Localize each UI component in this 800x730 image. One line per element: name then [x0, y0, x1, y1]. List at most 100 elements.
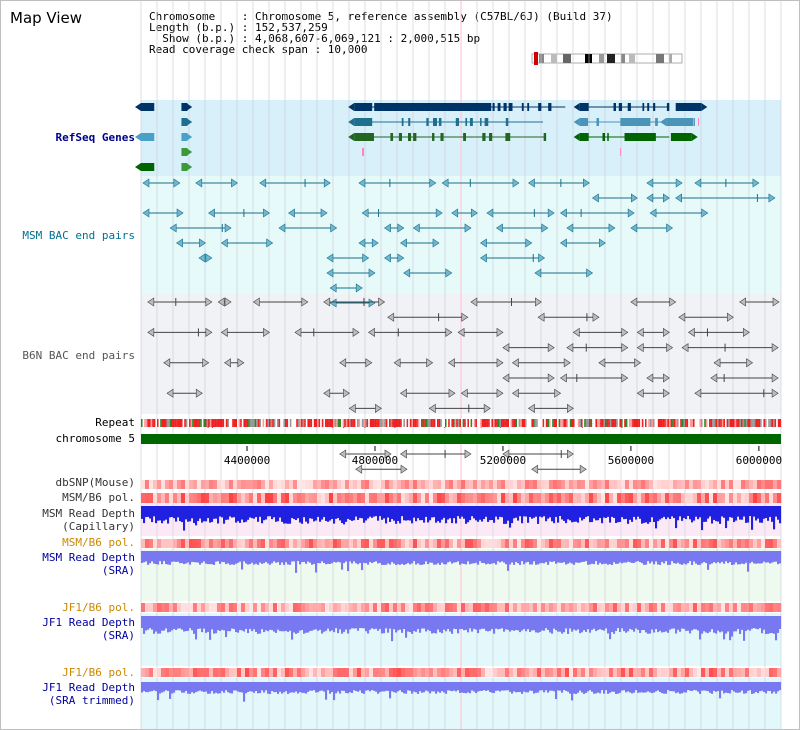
msm-depth-cap-bar	[765, 506, 768, 518]
msm-depth-cap-bar	[277, 506, 280, 522]
msm-b6-pol2-cell	[213, 539, 218, 548]
jf1-depth-sra-bar	[371, 616, 374, 629]
msm-bac-end	[663, 193, 670, 203]
jf1-depth-sra-bar	[767, 616, 770, 634]
jf1-depth-sra-bar	[505, 616, 508, 630]
track-label-msm-bac[interactable]: MSM BAC end pairs	[22, 229, 135, 242]
repeat-segment	[491, 419, 494, 427]
msm-depth-sra-bar	[657, 551, 660, 565]
repeat-segment	[577, 419, 580, 427]
msm-b6-pol-cell	[521, 493, 526, 503]
msm-depth-sra-bar	[581, 551, 584, 562]
track-label-chromosome[interactable]: chromosome 5	[55, 432, 135, 445]
msm-b6-pol2-cell	[337, 539, 342, 548]
msm-bac-end	[480, 253, 487, 263]
msm-depth-cap-bar	[671, 506, 674, 517]
jf1-b6-pol2-cell	[305, 668, 310, 677]
jf1-b6-pol2-cell	[369, 668, 374, 677]
repeat-segment	[152, 419, 154, 427]
dbsnp-cell	[157, 480, 162, 489]
dbsnp-cell	[433, 480, 438, 489]
jf1-depth-sra-bar	[177, 616, 180, 629]
msm-depth-cap-bar	[601, 506, 604, 524]
msm-depth-sra-bar	[175, 551, 178, 562]
jf1-b6-pol-cell	[321, 603, 326, 612]
track-label-jf1-depth-trimmed[interactable]: JF1 Read Depth (SRA trimmed)	[42, 681, 135, 707]
gene-exon-block	[374, 103, 491, 111]
jf1-depth-trim-bar	[565, 682, 568, 691]
msm-depth-sra-bar	[369, 551, 372, 562]
repeat-segment	[494, 419, 497, 427]
msm-b6-pol-cell	[217, 493, 222, 503]
repeat-segment	[553, 419, 556, 427]
msm-depth-sra-bar	[329, 551, 332, 565]
b6n-bac-end	[547, 343, 555, 353]
dbsnp-cell	[185, 480, 190, 489]
track-label-refseq[interactable]: RefSeq Genes	[55, 131, 135, 144]
msm-b6-pol-cell	[713, 493, 718, 503]
msm-depth-cap-bar	[191, 506, 194, 519]
msm-depth-cap-bar	[423, 506, 426, 523]
jf1-depth-trim-bar	[215, 682, 218, 693]
track-label-dbsnp[interactable]: dbSNP(Mouse)	[55, 476, 135, 489]
jf1-depth-trim-bar	[583, 682, 586, 694]
jf1-b6-pol-cell	[181, 603, 186, 612]
jf1-depth-sra-bar	[769, 616, 772, 634]
msm-depth-sra-bar	[713, 551, 716, 563]
repeat-segment	[485, 419, 487, 427]
msm-b6-pol-cell	[685, 493, 690, 503]
track-label-jf1-b6-pol[interactable]: JF1/B6 pol.	[62, 601, 135, 614]
msm-b6-pol-cell	[581, 493, 586, 503]
jf1-b6-pol2-cell	[593, 668, 598, 677]
msm-depth-cap-bar	[203, 506, 206, 522]
msm-depth-sra-bar	[509, 551, 512, 565]
repeat-segment	[561, 419, 564, 427]
msm-b6-pol-cell	[653, 493, 658, 503]
b6n-bac-end	[537, 312, 545, 322]
jf1-depth-sra-bar	[487, 616, 490, 632]
msm-depth-cap-bar	[713, 506, 716, 520]
track-label-jf1-b6-pol-2[interactable]: JF1/B6 pol.	[62, 666, 135, 679]
track-label-msm-b6-pol-2[interactable]: MSM/B6 pol.	[62, 536, 135, 549]
msm-depth-cap-bar	[607, 506, 610, 517]
jf1-depth-sra-bar	[145, 616, 148, 631]
jf1-b6-pol2-cell	[565, 668, 570, 677]
jf1-depth-sra-bar	[493, 616, 496, 634]
repeat-segment	[675, 419, 678, 427]
jf1-depth-trim-bar	[315, 682, 318, 693]
msm-depth-cap-bar	[751, 506, 754, 530]
repeat-segment	[590, 419, 593, 427]
msm-b6-pol2-cell	[697, 539, 702, 548]
jf1-b6-pol2-cell	[309, 668, 314, 677]
dbsnp-cell	[697, 480, 702, 489]
jf1-depth-sra-bar	[161, 616, 164, 631]
jf1-depth-sra-bar	[397, 616, 400, 631]
jf1-b6-pol-cell	[581, 603, 586, 612]
msm-depth-sra-bar	[445, 551, 448, 565]
jf1-depth-sra-bar	[463, 616, 466, 631]
msm-depth-cap-bar	[261, 506, 264, 524]
repeat-segment	[366, 419, 369, 427]
msm-depth-cap-bar	[715, 506, 718, 522]
track-label-jf1-depth-sra[interactable]: JF1 Read Depth (SRA)	[42, 616, 135, 642]
track-label-msm-b6-pol[interactable]: MSM/B6 pol.	[62, 491, 135, 504]
msm-b6-pol-cell	[373, 493, 378, 503]
jf1-depth-sra-bar	[311, 616, 314, 631]
jf1-depth-trim-bar	[293, 682, 296, 693]
msm-depth-cap-bar	[425, 506, 428, 517]
msm-b6-pol2-cell	[145, 539, 150, 548]
jf1-depth-sra-bar	[313, 616, 316, 630]
msm-depth-sra-bar	[211, 551, 214, 565]
msm-b6-pol2-cell	[397, 539, 402, 548]
b6n-bac-end	[147, 327, 155, 337]
track-label-msm-depth-capillary[interactable]: MSM Read Depth (Capillary)	[42, 507, 135, 533]
track-label-msm-depth-sra[interactable]: MSM Read Depth (SRA)	[42, 551, 135, 577]
msm-bac-end	[384, 253, 391, 263]
track-label-b6n-bac[interactable]: B6N BAC end pairs	[22, 349, 135, 362]
msm-b6-pol2-cell	[713, 539, 718, 548]
track-label-repeat[interactable]: Repeat	[95, 416, 135, 429]
msm-depth-cap-bar	[153, 506, 156, 517]
jf1-b6-pol-cell	[329, 603, 334, 612]
msm-depth-sra-bar	[691, 551, 694, 565]
msm-depth-sra-bar	[667, 551, 670, 565]
